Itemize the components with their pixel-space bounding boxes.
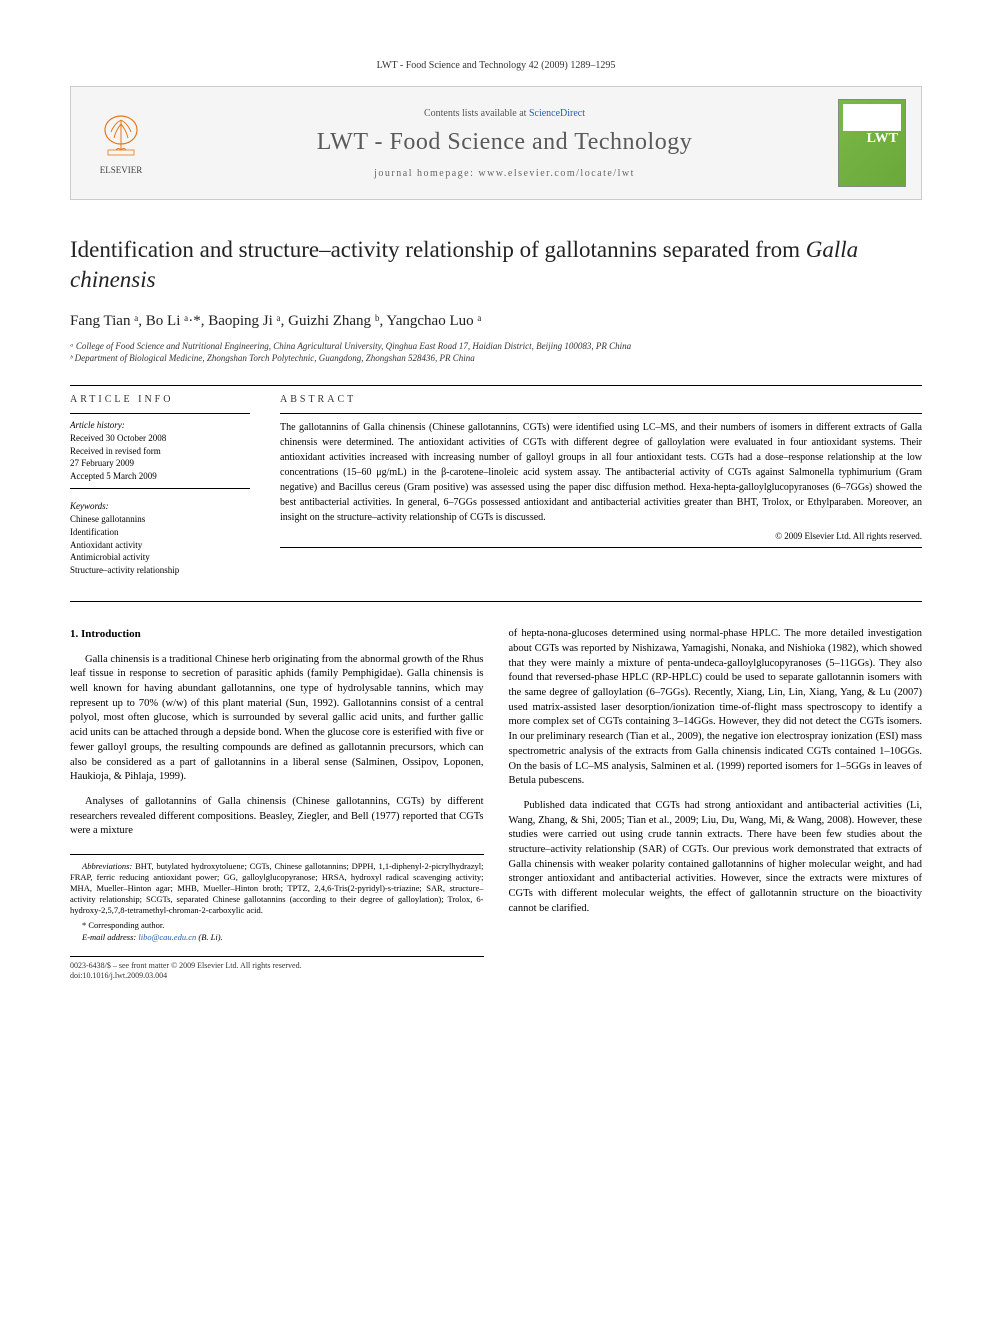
section-title: Introduction (81, 628, 141, 640)
journal-banner: ELSEVIER Contents lists available at Sci… (70, 86, 922, 200)
history-received: Received 30 October 2008 (70, 432, 250, 445)
affiliation-b: ᵇ Department of Biological Medicine, Zho… (70, 352, 922, 365)
info-abstract-row: ARTICLE INFO Article history: Received 3… (70, 394, 922, 576)
abbrev-text: BHT, butylated hydroxytoluene; CGTs, Chi… (70, 861, 484, 915)
title-text: Identification and structure–activity re… (70, 237, 806, 262)
keyword-4: Antimicrobial activity (70, 551, 250, 564)
abstract-text: The gallotannins of Galla chinensis (Chi… (280, 420, 922, 525)
abstract-heading: ABSTRACT (280, 394, 922, 405)
email-suffix: (B. Li). (196, 932, 222, 942)
homepage-prefix: journal homepage: (374, 168, 478, 179)
contents-line: Contents lists available at ScienceDirec… (171, 108, 838, 119)
section-heading: 1. Introduction (70, 627, 484, 642)
article-title: Identification and structure–activity re… (70, 235, 922, 295)
cover-top (843, 104, 901, 131)
abstract-col: ABSTRACT The gallotannins of Galla chine… (280, 394, 922, 576)
banner-center: Contents lists available at ScienceDirec… (171, 108, 838, 179)
email-line: E-mail address: libo@cau.edu.cn (B. Li). (70, 932, 484, 944)
section-num: 1. (70, 628, 78, 640)
body-p3: of hepta-nona-glucoses determined using … (509, 627, 923, 789)
journal-cover-thumb: LWT (838, 99, 906, 187)
email-link[interactable]: libo@cau.edu.cn (138, 932, 196, 942)
divider-mid (70, 601, 922, 602)
article-info-heading: ARTICLE INFO (70, 394, 250, 405)
contents-prefix: Contents lists available at (424, 108, 529, 119)
history-label: Article history: (70, 420, 250, 430)
abstract-divider-1 (280, 413, 922, 414)
history-accepted: Accepted 5 March 2009 (70, 470, 250, 483)
affiliation-a: ᵃ College of Food Science and Nutritiona… (70, 340, 922, 353)
body-left-col: 1. Introduction Galla chinensis is a tra… (70, 627, 484, 981)
article-info-col: ARTICLE INFO Article history: Received 3… (70, 394, 250, 576)
body-p2: Analyses of gallotannins of Galla chinen… (70, 795, 484, 839)
body-right-col: of hepta-nona-glucoses determined using … (509, 627, 923, 981)
keyword-3: Antioxidant activity (70, 539, 250, 552)
abstract-divider-2 (280, 547, 922, 548)
elsevier-tree-icon (96, 112, 146, 162)
elsevier-logo: ELSEVIER (86, 106, 156, 181)
corresponding-author: * Corresponding author. (70, 920, 484, 932)
keyword-5: Structure–activity relationship (70, 564, 250, 577)
keyword-1: Chinese gallotannins (70, 513, 250, 526)
info-divider-1 (70, 413, 250, 414)
sciencedirect-link[interactable]: ScienceDirect (529, 108, 585, 119)
body-p4: Published data indicated that CGTs had s… (509, 799, 923, 917)
abbrev-label: Abbreviations: (82, 861, 132, 871)
body-columns: 1. Introduction Galla chinensis is a tra… (70, 627, 922, 981)
keywords-label: Keywords: (70, 501, 250, 511)
history-revised-1: Received in revised form (70, 445, 250, 458)
authors-line: Fang Tian ᵃ, Bo Li ᵃ·*, Baoping Ji ᵃ, Gu… (70, 313, 922, 330)
affiliations: ᵃ College of Food Science and Nutritiona… (70, 340, 922, 365)
history-revised-2: 27 February 2009 (70, 457, 250, 470)
divider-top (70, 385, 922, 386)
keyword-2: Identification (70, 526, 250, 539)
info-divider-2 (70, 488, 250, 489)
journal-name: LWT - Food Science and Technology (171, 129, 838, 156)
cover-lwt-label: LWT (843, 131, 901, 147)
homepage-url: www.elsevier.com/locate/lwt (478, 168, 634, 179)
footer-line-2: doi:10.1016/j.lwt.2009.03.004 (70, 971, 484, 981)
abbreviations-block: Abbreviations: BHT, butylated hydroxytol… (70, 854, 484, 916)
body-p1: Galla chinensis is a traditional Chinese… (70, 653, 484, 785)
elsevier-label: ELSEVIER (100, 165, 143, 175)
abstract-copyright: © 2009 Elsevier Ltd. All rights reserved… (280, 531, 922, 541)
footer-line-1: 0023-6438/$ – see front matter © 2009 El… (70, 961, 484, 971)
homepage-line: journal homepage: www.elsevier.com/locat… (171, 168, 838, 179)
running-head: LWT - Food Science and Technology 42 (20… (70, 60, 922, 71)
email-label: E-mail address: (82, 932, 138, 942)
footer-block: 0023-6438/$ – see front matter © 2009 El… (70, 956, 484, 982)
